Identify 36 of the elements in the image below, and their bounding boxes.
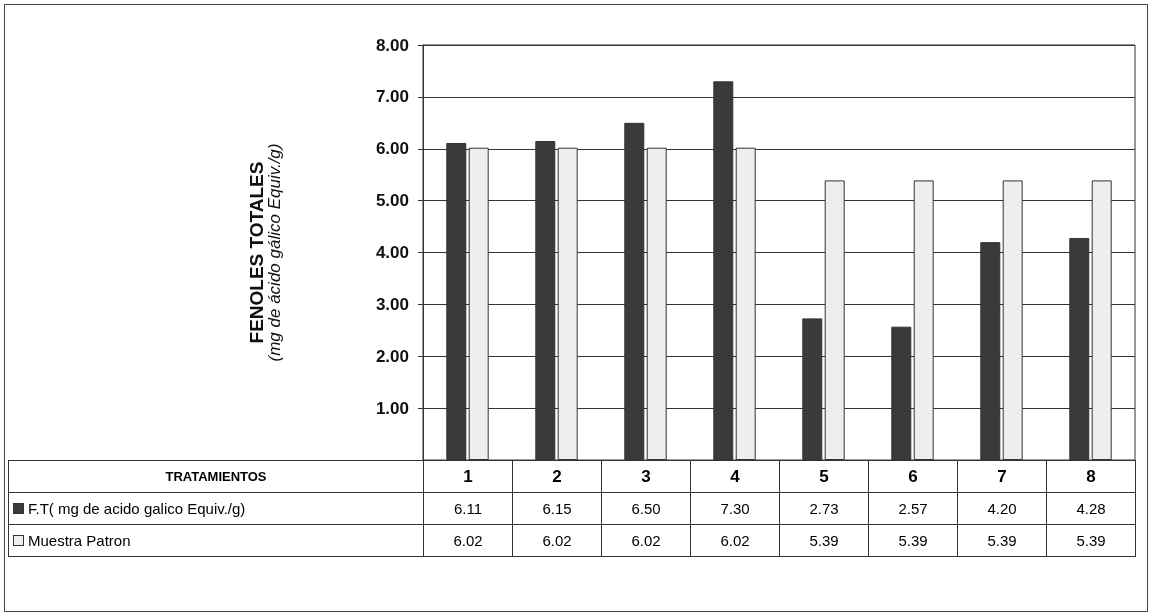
legend-label: Muestra Patron <box>8 524 424 557</box>
legend-label: F.T( mg de acido galico Equiv./g) <box>8 492 424 525</box>
x-tick-label: 8 <box>1046 460 1136 493</box>
data-label: 5.39 <box>868 524 958 557</box>
data-label: 5.39 <box>1046 524 1136 557</box>
data-label: 7.30 <box>690 492 780 525</box>
data-label: 2.57 <box>868 492 958 525</box>
data-label: 6.02 <box>512 524 602 557</box>
data-label: 6.02 <box>601 524 691 557</box>
data-label: 5.39 <box>779 524 869 557</box>
y-tick-label: 8.00 <box>375 35 409 55</box>
y-tick-label: 7.00 <box>375 87 409 107</box>
x-tick-label: 2 <box>512 460 602 493</box>
y-tick-label: 5.00 <box>375 191 409 211</box>
x-tick-label: 4 <box>690 460 780 493</box>
data-label: 6.02 <box>690 524 780 557</box>
x-tick-label: 7 <box>957 460 1047 493</box>
y-tick-label: 6.00 <box>375 139 409 159</box>
x-tick-label: 3 <box>601 460 691 493</box>
data-label: 6.50 <box>601 492 691 525</box>
data-label: 6.11 <box>423 492 513 525</box>
x-tick-label: 5 <box>779 460 869 493</box>
y-tick-label: 2.00 <box>375 346 409 366</box>
y-tick-label: 3.00 <box>375 294 409 314</box>
x-tick-label: 6 <box>868 460 958 493</box>
data-label: 6.02 <box>423 524 513 557</box>
data-label: 5.39 <box>957 524 1047 557</box>
x-tick-label: 1 <box>423 460 513 493</box>
y-axis-title: FENOLES TOTALES (mg de ácido gálico Equiv./g) <box>246 143 284 362</box>
data-label: 4.20 <box>957 492 1047 525</box>
data-label: 6.15 <box>512 492 602 525</box>
data-label: 2.73 <box>779 492 869 525</box>
data-label: 4.28 <box>1046 492 1136 525</box>
y-tick-label: 4.00 <box>375 243 409 262</box>
y-tick-label: 1.00 <box>375 398 409 418</box>
text: TRATAMIENTOS <box>8 460 424 493</box>
